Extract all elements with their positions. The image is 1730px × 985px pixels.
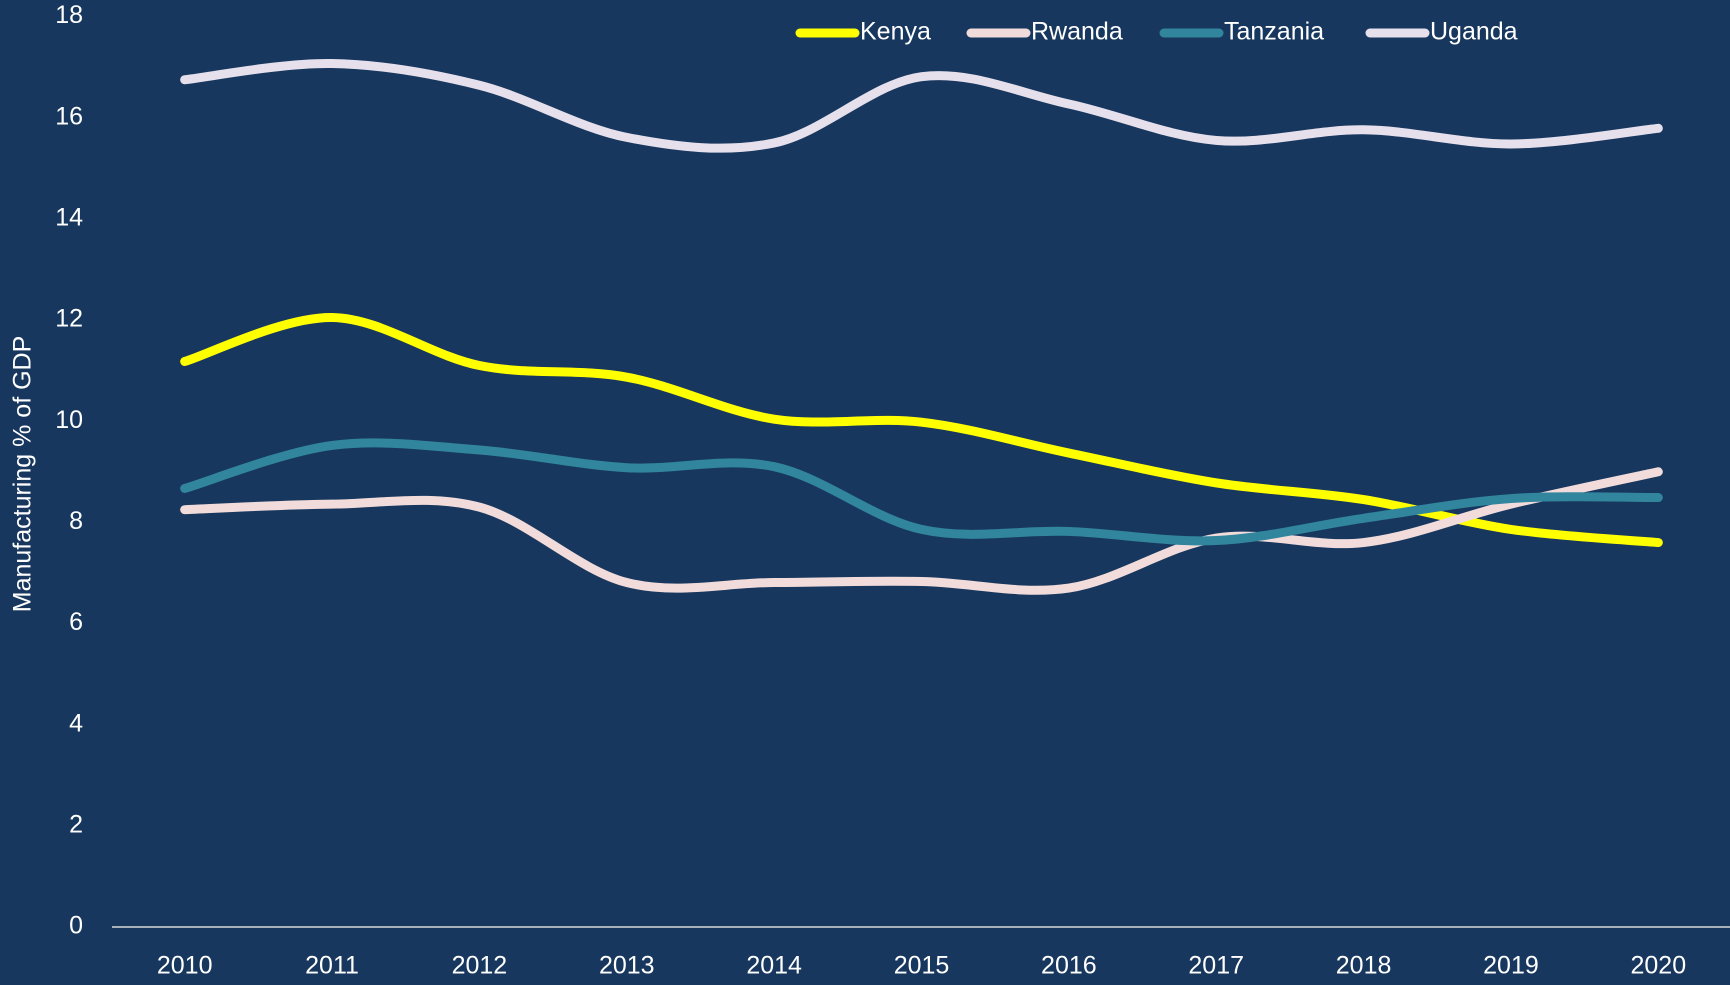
x-tick-label: 2019 [1483,952,1539,980]
y-tick-label: 14 [55,203,83,231]
x-tick-label: 2020 [1631,952,1687,980]
y-tick-label: 18 [55,1,83,29]
y-tick-label: 10 [55,406,83,434]
series-line [180,467,1663,595]
series-line [180,59,1663,153]
y-tick-label: 8 [69,507,83,535]
x-tick-label: 2013 [599,952,655,980]
y-tick-label: 0 [69,912,83,940]
y-tick-label: 16 [55,102,83,130]
x-tick-label: 2010 [157,952,213,980]
x-tick-label: 2012 [452,952,508,980]
y-tick-label: 4 [69,709,83,737]
y-tick-label: 12 [55,305,83,333]
series-line [180,438,1663,546]
x-tick-label: 2016 [1041,952,1097,980]
x-tick-label: 2014 [746,952,802,980]
y-tick-label: 6 [69,608,83,636]
legend-label: Tanzania [1224,18,1324,46]
legend-label: Rwanda [1031,18,1123,46]
x-tick-label: 2011 [305,952,359,980]
legend-label: Kenya [860,18,931,46]
x-tick-label: 2015 [894,952,950,980]
y-axis-label: Manufacturing % of GDP [9,336,37,613]
y-tick-label: 2 [69,810,83,838]
x-tick-label: 2018 [1336,952,1392,980]
x-tick-label: 2017 [1188,952,1244,980]
legend-label: Uganda [1430,18,1518,46]
